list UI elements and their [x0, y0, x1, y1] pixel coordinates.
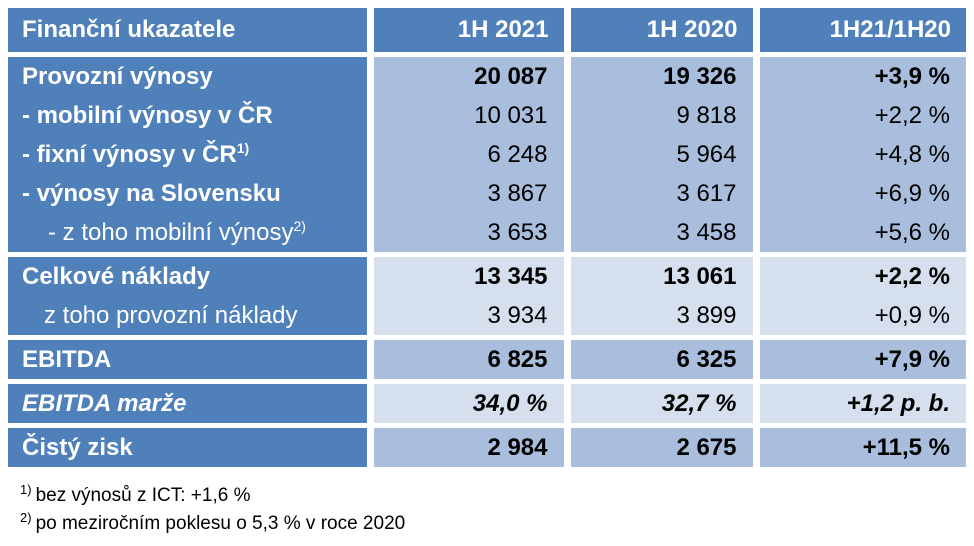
table-row-z-toho-mobilni-vynosy: - z toho mobilní výnosy2) 3 653 3 458 +5… — [8, 213, 966, 255]
value-1h2020: 32,7 % — [567, 379, 760, 426]
row-label: Čistý zisk — [8, 423, 374, 467]
value-1h2020: 2 675 — [567, 423, 760, 467]
row-label-text: - výnosy na Slovensku — [22, 179, 281, 207]
value-change: +5,6 % — [756, 213, 966, 255]
row-label: Provozní výnosy — [8, 52, 374, 96]
table-row-z-toho-provozni-naklady: z toho provozní náklady 3 934 3 899 +0,9… — [8, 296, 966, 338]
table-row-ebitda-marze: EBITDA marže 34,0 % 32,7 % +1,2 p. b. — [8, 379, 966, 426]
row-label: z toho provozní náklady — [8, 296, 374, 338]
row-label-text: EBITDA — [22, 345, 112, 373]
value-1h2021: 13 345 — [370, 252, 571, 296]
value-1h2020: 3 617 — [567, 174, 760, 213]
table-header-row: Finanční ukazatele 1H 2021 1H 2020 1H21/… — [8, 8, 966, 55]
row-label: - mobilní výnosy v ČR — [8, 96, 374, 135]
table-row-celkove-naklady: Celkové náklady 13 345 13 061 +2,2 % — [8, 252, 966, 296]
value-1h2020: 6 325 — [567, 335, 760, 382]
value-change: +3,9 % — [756, 52, 966, 96]
footnotes: 1) bez výnosů z ICT: +1,6 % 2) po meziročn… — [20, 482, 966, 538]
footnote-2-text: po meziročním poklesu o 5,3 % v roce 202… — [35, 513, 406, 534]
footnote-2-marker: 2) — [20, 509, 32, 525]
value-1h2021: 6 825 — [370, 335, 571, 382]
row-label: EBITDA marže — [8, 379, 374, 426]
row-label: - výnosy na Slovensku — [8, 174, 374, 213]
row-label-text: EBITDA marže — [22, 389, 187, 417]
value-1h2021: 3 653 — [370, 213, 571, 255]
footnote-2: 2) po meziročním poklesu o 5,3 % v roce 2… — [20, 510, 966, 538]
footnote-ref: 2) — [293, 217, 306, 234]
footnote-1-text: bez výnosů z ICT: +1,6 % — [35, 485, 251, 506]
value-1h2020: 5 964 — [567, 135, 760, 174]
row-label-text: Provozní výnosy — [22, 62, 213, 90]
row-label: Celkové náklady — [8, 252, 374, 296]
value-1h2021: 2 984 — [370, 423, 571, 467]
table-row-ebitda: EBITDA 6 825 6 325 +7,9 % — [8, 335, 966, 382]
row-label-text: - fixní výnosy v ČR — [22, 140, 237, 168]
value-change: +7,9 % — [756, 335, 966, 382]
value-change: +2,2 % — [756, 252, 966, 296]
table-row-mobilni-vynosy-cr: - mobilní výnosy v ČR 10 031 9 818 +2,2 … — [8, 96, 966, 135]
table-row-fixni-vynosy-cr: - fixní výnosy v ČR1) 6 248 5 964 +4,8 % — [8, 135, 966, 174]
table-row-provozni-vynosy: Provozní výnosy 20 087 19 326 +3,9 % — [8, 52, 966, 96]
value-change: +1,2 p. b. — [756, 379, 966, 426]
value-1h2020: 9 818 — [567, 96, 760, 135]
footnote-1: 1) bez výnosů z ICT: +1,6 % — [20, 482, 966, 510]
row-label-text: Čistý zisk — [22, 433, 133, 461]
table-row-vynosy-slovensko: - výnosy na Slovensku 3 867 3 617 +6,9 % — [8, 174, 966, 213]
value-1h2021: 6 248 — [370, 135, 571, 174]
value-1h2021: 3 867 — [370, 174, 571, 213]
row-label: EBITDA — [8, 335, 374, 382]
column-header-indicator: Finanční ukazatele — [8, 8, 374, 55]
financial-indicators-table: Finanční ukazatele 1H 2021 1H 2020 1H21/… — [8, 8, 966, 467]
value-1h2021: 10 031 — [370, 96, 571, 135]
footnote-ref: 1) — [236, 139, 250, 156]
value-1h2020: 3 899 — [567, 296, 760, 338]
value-1h2020: 3 458 — [567, 213, 760, 255]
row-label-text: - mobilní výnosy v ČR — [22, 101, 273, 129]
row-label-text: z toho provozní náklady — [44, 301, 298, 329]
row-label-text: Celkové náklady — [22, 262, 211, 290]
row-label-text: - z toho mobilní výnosy — [48, 218, 294, 246]
column-header-1h2021: 1H 2021 — [370, 8, 571, 55]
value-1h2021: 3 934 — [370, 296, 571, 338]
value-change: +6,9 % — [756, 174, 966, 213]
value-change: +4,8 % — [756, 135, 966, 174]
value-change: +0,9 % — [756, 296, 966, 338]
footnote-1-marker: 1) — [20, 481, 32, 497]
row-label: - fixní výnosy v ČR1) — [8, 135, 374, 174]
value-1h2021: 20 087 — [370, 52, 571, 96]
row-label: - z toho mobilní výnosy2) — [8, 213, 374, 255]
value-change: +11,5 % — [756, 423, 966, 467]
value-1h2020: 19 326 — [567, 52, 760, 96]
column-header-change: 1H21/1H20 — [756, 8, 966, 55]
column-header-1h2020: 1H 2020 — [567, 8, 760, 55]
value-1h2020: 13 061 — [567, 252, 760, 296]
value-change: +2,2 % — [756, 96, 966, 135]
value-1h2021: 34,0 % — [370, 379, 571, 426]
table-row-cisty-zisk: Čistý zisk 2 984 2 675 +11,5 % — [8, 423, 966, 467]
